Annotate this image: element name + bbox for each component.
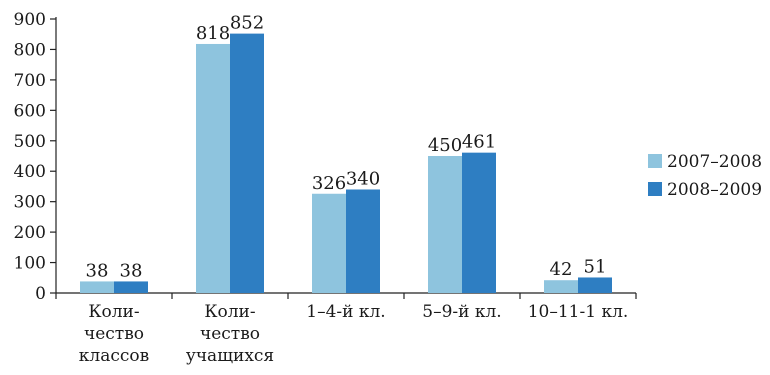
y-tick-label: 400 xyxy=(14,162,46,182)
x-category-label-line: учащихся xyxy=(186,346,274,366)
legend-swatch xyxy=(648,154,662,168)
bar-value-label: 38 xyxy=(120,260,143,281)
y-axis: 0 100 200 300 400 500 600 700 800 900 xyxy=(14,10,57,304)
bar xyxy=(114,281,148,293)
y-tick-label: 200 xyxy=(14,223,46,243)
y-tick-label: 300 xyxy=(14,193,46,213)
x-category-label-line: чество xyxy=(84,324,144,344)
x-category-label-line: классов xyxy=(79,346,149,366)
y-tick-label: 0 xyxy=(35,284,46,304)
bar-value-label: 326 xyxy=(312,173,346,194)
bar-value-label: 42 xyxy=(550,259,573,280)
bar-value-label: 818 xyxy=(196,23,230,44)
legend-label: 2007–2008 xyxy=(667,152,762,172)
x-category-label-line: Коли- xyxy=(88,302,139,322)
bar xyxy=(80,281,114,293)
bars xyxy=(80,33,612,293)
x-category-label-line: 5–9-й кл. xyxy=(422,302,501,322)
x-category-label: 1–4-й кл. xyxy=(306,302,385,322)
y-tick-label: 500 xyxy=(14,132,46,152)
x-category-label-line: Коли- xyxy=(204,302,255,322)
bar xyxy=(230,33,264,293)
y-tick-label: 800 xyxy=(14,40,46,60)
bar xyxy=(544,280,578,293)
x-category-label: 10–11-1 кл. xyxy=(528,302,629,322)
bar xyxy=(196,43,230,293)
bar xyxy=(578,277,612,293)
x-category-label: Коли-чество классов xyxy=(79,302,149,366)
bar xyxy=(428,156,462,293)
bar xyxy=(346,189,380,293)
x-category-label: 5–9-й кл. xyxy=(422,302,501,322)
legend-swatch xyxy=(648,182,662,196)
x-category-label-line: 1–4-й кл. xyxy=(306,302,385,322)
y-tick-label: 600 xyxy=(14,101,46,121)
bar xyxy=(312,193,346,293)
bar-value-label: 38 xyxy=(86,260,109,281)
bar-value-label: 450 xyxy=(428,135,462,156)
y-tick-label: 900 xyxy=(14,10,46,30)
bar-value-label: 461 xyxy=(462,132,496,153)
x-category-label-line: чество xyxy=(200,324,260,344)
bar-value-label: 340 xyxy=(346,168,380,189)
y-tick-label: 100 xyxy=(14,254,46,274)
x-category-label-line: 10–11-1 кл. xyxy=(528,302,629,322)
bar-value-label: 51 xyxy=(584,256,607,277)
y-tick-label: 700 xyxy=(14,71,46,91)
data-labels: 38 38 818 852 326 340 450 461 42 51 xyxy=(86,13,607,282)
legend-label: 2008–2009 xyxy=(667,180,762,200)
x-category-label: Коли-чество учащихся xyxy=(186,302,274,366)
bar xyxy=(462,152,496,293)
bar-value-label: 852 xyxy=(230,13,264,34)
legend: 2007–2008 2008–2009 xyxy=(648,152,762,200)
